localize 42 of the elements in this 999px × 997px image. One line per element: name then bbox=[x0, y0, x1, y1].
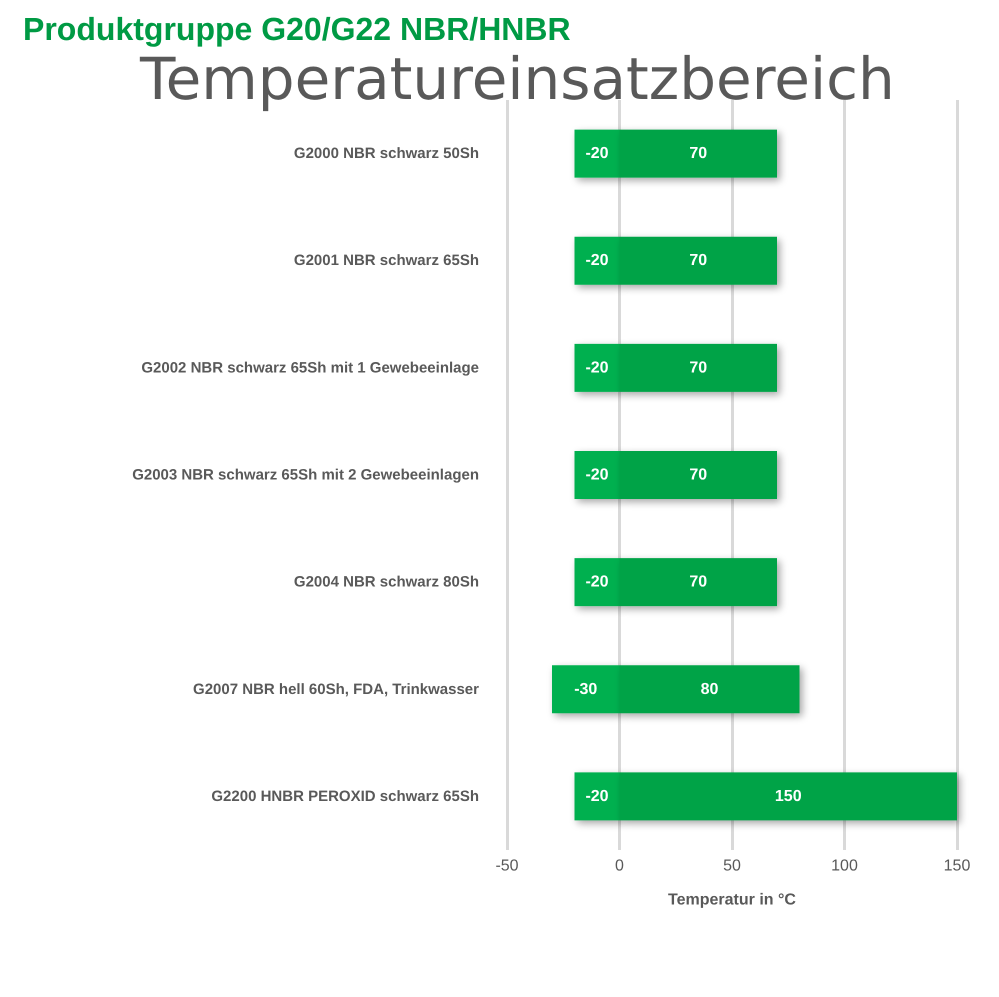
x-axis-title: Temperatur in °C bbox=[668, 892, 796, 908]
bar bbox=[620, 130, 777, 178]
chart-title: Produktgruppe G20/G22 NBR/HNBR bbox=[23, 11, 571, 47]
bar bbox=[574, 558, 620, 606]
bar bbox=[574, 344, 620, 392]
y-tick-label: G2002 NBR schwarz 65Sh mit 1 Gewebeeinlage bbox=[141, 359, 479, 376]
bar bbox=[620, 558, 777, 606]
y-tick-label: G2003 NBR schwarz 65Sh mit 2 Gewebeeinlagen bbox=[132, 466, 479, 484]
y-tick-label: G2200 HNBR PEROXID schwarz 65Sh bbox=[211, 788, 479, 805]
data-label: 70 bbox=[689, 574, 708, 591]
bar bbox=[620, 665, 800, 714]
data-label: 70 bbox=[689, 145, 708, 162]
data-label: -20 bbox=[585, 359, 609, 376]
data-label: 80 bbox=[700, 680, 718, 698]
data-label: -20 bbox=[585, 788, 609, 805]
data-label: -30 bbox=[574, 680, 598, 698]
data-label: -20 bbox=[585, 466, 609, 484]
bar bbox=[574, 451, 620, 499]
data-label: 70 bbox=[689, 359, 708, 376]
y-tick-label: G2001 NBR schwarz 65Sh bbox=[294, 252, 479, 270]
y-tick-label: G2004 NBR schwarz 80Sh bbox=[294, 574, 479, 591]
bar bbox=[620, 344, 777, 392]
bar bbox=[620, 236, 777, 285]
bar bbox=[552, 665, 620, 714]
bar bbox=[620, 772, 957, 820]
data-label: 150 bbox=[774, 788, 802, 805]
bar bbox=[620, 451, 777, 499]
x-tick-label: 100 bbox=[831, 858, 858, 874]
data-label: -20 bbox=[585, 145, 609, 162]
x-tick-label: 0 bbox=[615, 858, 624, 874]
data-label: 70 bbox=[689, 252, 708, 270]
bar bbox=[574, 130, 620, 178]
bar bbox=[574, 236, 620, 285]
y-tick-label: G2007 NBR hell 60Sh, FDA, Trinkwasser bbox=[193, 680, 480, 698]
x-tick-label: -50 bbox=[495, 858, 519, 874]
data-label: 70 bbox=[689, 466, 708, 484]
x-tick-label: 150 bbox=[944, 858, 970, 874]
data-label: -20 bbox=[585, 574, 609, 591]
bar bbox=[574, 772, 620, 820]
y-tick-label: G2000 NBR schwarz 50Sh bbox=[294, 145, 479, 162]
x-tick-label: 50 bbox=[723, 858, 741, 874]
data-label: -20 bbox=[585, 252, 609, 270]
